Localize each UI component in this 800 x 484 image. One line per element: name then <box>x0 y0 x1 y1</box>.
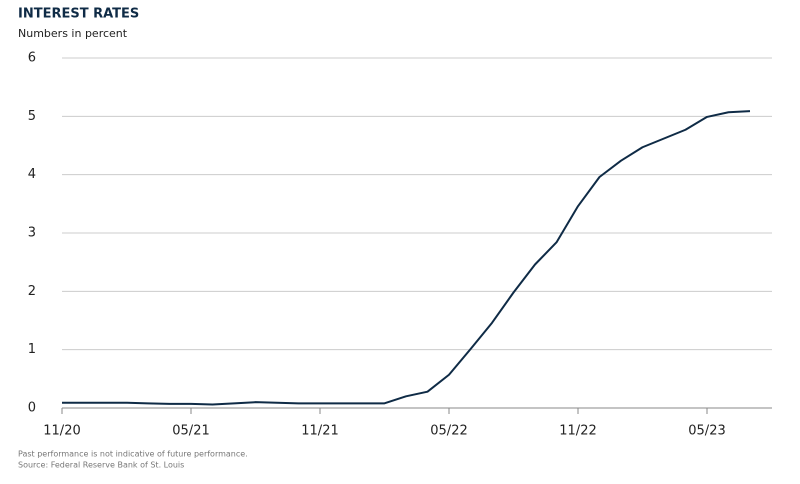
footnote: Source: Federal Reserve Bank of St. Loui… <box>18 461 184 470</box>
x-tick-label: 05/21 <box>172 424 209 439</box>
x-tick-label: 05/23 <box>688 424 725 439</box>
y-tick-label: 2 <box>28 284 36 299</box>
y-tick-label: 1 <box>28 342 36 357</box>
chart-subtitle: Numbers in percent <box>18 27 128 40</box>
y-tick-label: 5 <box>28 109 36 124</box>
x-tick-label: 11/21 <box>301 424 338 439</box>
x-tick-label: 11/22 <box>559 424 596 439</box>
footnote: Past performance is not indicative of fu… <box>18 450 248 459</box>
y-tick-label: 0 <box>28 401 36 416</box>
y-tick-label: 3 <box>28 226 36 241</box>
line-series <box>62 110 751 406</box>
y-tick-label: 6 <box>28 51 36 66</box>
x-tick-label: 11/20 <box>43 424 80 439</box>
y-tick-label: 4 <box>28 167 36 182</box>
chart-title: INTEREST RATES <box>18 7 139 22</box>
x-tick-label: 05/22 <box>430 424 467 439</box>
